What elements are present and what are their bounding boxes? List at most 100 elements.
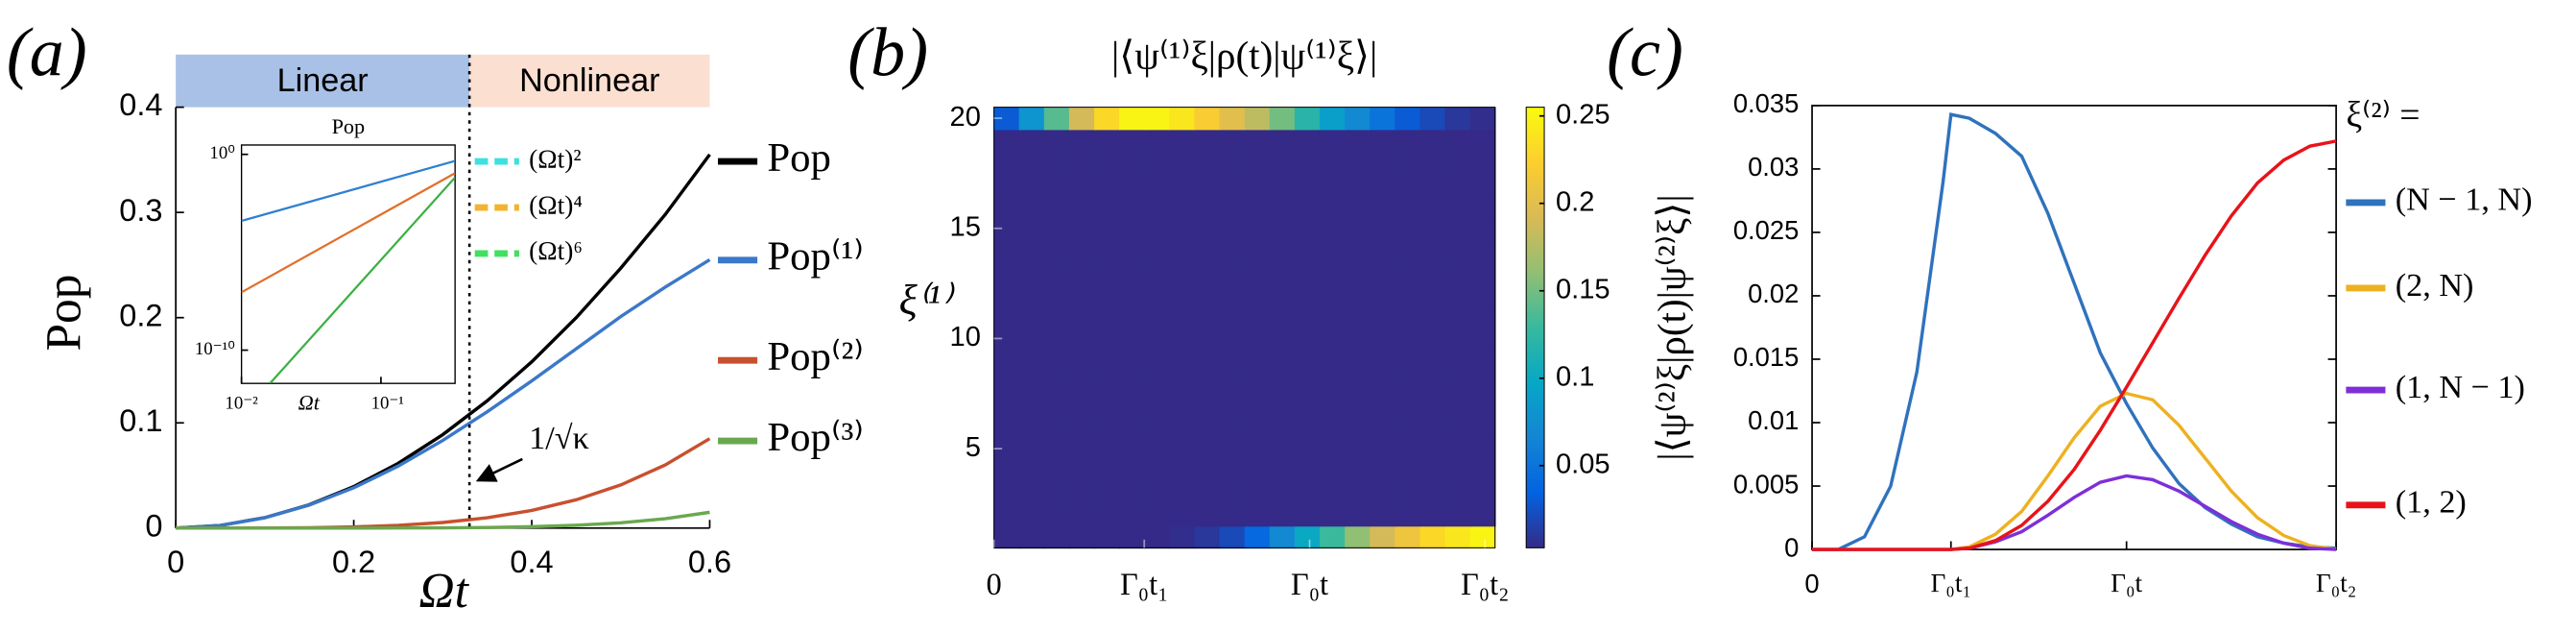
- heatmap-cell: [1194, 481, 1221, 505]
- heatmap-cell: [1345, 393, 1371, 417]
- heatmap-cell: [1219, 217, 1246, 241]
- heatmap-cell: [1370, 239, 1396, 263]
- heatmap-cell: [1194, 173, 1221, 197]
- heatmap-cell: [1219, 261, 1246, 284]
- heatmap-cell: [1043, 481, 1070, 505]
- heatmap-cell: [1119, 349, 1146, 373]
- heatmap-cell: [1294, 283, 1321, 306]
- heatmap-cell: [1469, 305, 1496, 328]
- heatmap-cell: [1469, 481, 1496, 505]
- heatmap-cell: [1169, 217, 1196, 241]
- colorbar-tick-label: 0.25: [1556, 99, 1610, 130]
- heatmap-cell: [1068, 151, 1095, 175]
- heatmap-cell: [1043, 525, 1070, 549]
- heatmap-cell: [1094, 217, 1120, 241]
- heatmap-cell: [1269, 349, 1296, 373]
- heatmap-cell: [1094, 107, 1120, 131]
- heatmap-cell: [1219, 283, 1246, 306]
- heatmap-cell: [1395, 283, 1421, 306]
- heatmap-cell: [1219, 349, 1246, 373]
- heatmap-cell: [1395, 239, 1421, 263]
- heatmap-cell: [1219, 327, 1246, 351]
- heatmap-cell: [1294, 151, 1321, 175]
- heatmap-cell: [1068, 173, 1095, 197]
- heatmap-cell: [1094, 349, 1120, 373]
- heatmap-cell: [1219, 437, 1246, 461]
- heatmap-cell: [1444, 151, 1471, 175]
- x-axis-label: Ωt: [418, 564, 469, 619]
- heatmap-cell: [1444, 217, 1471, 241]
- heatmap-cell: [1444, 283, 1471, 306]
- heatmap-cell: [1444, 393, 1471, 417]
- heatmap-cell: [1043, 393, 1070, 417]
- heatmap-cell: [1194, 459, 1221, 483]
- y-tick-label: 0.3: [119, 193, 162, 228]
- heatmap-cell: [1194, 305, 1221, 328]
- heatmap-cell: [1444, 305, 1471, 328]
- heatmap-cell: [1444, 503, 1471, 527]
- heatmap-cell: [1469, 459, 1496, 483]
- heatmap-cell: [1043, 503, 1070, 527]
- heatmap-cell: [1018, 327, 1045, 351]
- inset-legend-label: (Ωt)²: [529, 144, 581, 173]
- heatmap-cell: [1345, 261, 1371, 284]
- heatmap-cell: [1444, 415, 1471, 439]
- inset-frame: [240, 144, 456, 384]
- y-tick-label: 15: [950, 211, 981, 242]
- x-tick-label: 0: [986, 568, 1001, 602]
- heatmap-cell: [1169, 503, 1196, 527]
- heatmap-cell: [1043, 371, 1070, 395]
- heatmap-cell: [1469, 129, 1496, 153]
- heatmap-cell: [1018, 459, 1045, 483]
- panel-label: (b): [847, 13, 928, 90]
- heatmap-cell: [1419, 371, 1446, 395]
- heatmap-cell: [1018, 393, 1045, 417]
- heatmap-cell: [993, 525, 1020, 549]
- heatmap-cell: [1244, 459, 1271, 483]
- heatmap-cell: [1269, 195, 1296, 219]
- heatmap-cell: [1144, 261, 1171, 284]
- heatmap-cell: [1294, 195, 1321, 219]
- heatmap-cell: [1018, 107, 1045, 131]
- heatmap-cell: [1345, 525, 1371, 549]
- inset-legend-label: (Ωt)⁴: [529, 190, 583, 219]
- heatmap-cell: [1244, 173, 1271, 197]
- annotation-arrow: [475, 457, 523, 482]
- heatmap-cell: [993, 129, 1020, 153]
- heatmap-cell: [1169, 283, 1196, 306]
- heatmap-cell: [1018, 151, 1045, 175]
- heatmap-cell: [1043, 327, 1070, 351]
- heatmap-cell: [1294, 107, 1321, 131]
- heatmap-cell: [1144, 371, 1171, 395]
- heatmap-cell: [1018, 437, 1045, 461]
- heatmap-cell: [1244, 151, 1271, 175]
- heatmap-cell: [1194, 371, 1221, 395]
- heatmap-cell: [1370, 283, 1396, 306]
- heatmap-cell: [1419, 129, 1446, 153]
- heatmap-cell: [1294, 393, 1321, 417]
- heatmap-cell: [1319, 283, 1346, 306]
- heatmap-cell: [1269, 459, 1296, 483]
- heatmap-cell: [1469, 371, 1496, 395]
- heatmap-cell: [1043, 261, 1070, 284]
- y-tick-label: 0.4: [119, 87, 162, 122]
- heatmap-cell: [1144, 437, 1171, 461]
- heatmap-cell: [1319, 415, 1346, 439]
- heatmap-cell: [1269, 283, 1296, 306]
- heatmap-cell: [1294, 327, 1321, 351]
- heatmap-cell: [1194, 349, 1221, 373]
- heatmap-cell: [1094, 173, 1120, 197]
- heatmap-cell: [1469, 349, 1496, 373]
- heatmap-cell: [1194, 195, 1221, 219]
- heatmap-cell: [1244, 195, 1271, 219]
- heatmap-cell: [1370, 195, 1396, 219]
- heatmap-cell: [1345, 415, 1371, 439]
- heatmap-cell: [1068, 393, 1095, 417]
- heatmap-cell: [1144, 151, 1171, 175]
- heatmap-cell: [1345, 437, 1371, 461]
- heatmap-cell: [1345, 129, 1371, 153]
- heatmap-cell: [1370, 151, 1396, 175]
- heatmap-cell: [1119, 525, 1146, 549]
- heatmap-cell: [1444, 481, 1471, 505]
